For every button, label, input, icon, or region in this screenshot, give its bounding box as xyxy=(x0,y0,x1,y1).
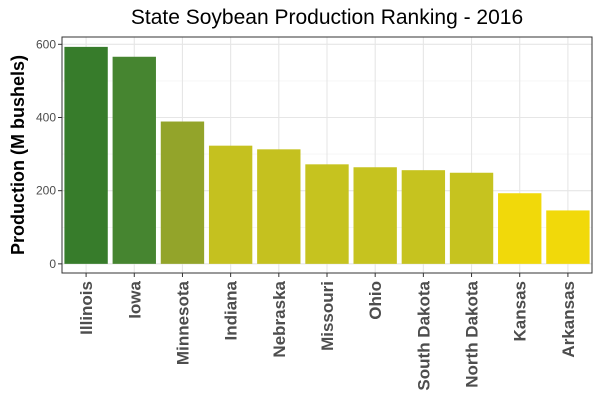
x-tick-label: Minnesota xyxy=(173,280,192,365)
bar-iowa xyxy=(112,56,156,264)
x-tick-label: Nebraska xyxy=(270,280,289,357)
y-tick-label: 600 xyxy=(36,37,56,51)
bar-north-dakota xyxy=(449,172,494,264)
bars xyxy=(64,46,590,264)
bar-minnesota xyxy=(160,121,205,264)
bar-illinois xyxy=(64,46,108,264)
y-tick-label: 0 xyxy=(49,257,56,271)
bar-ohio xyxy=(353,167,397,264)
y-tick-label: 200 xyxy=(36,184,56,198)
y-axis-title: Production (M bushels) xyxy=(8,55,28,255)
x-tick-label: Ohio xyxy=(366,281,385,320)
x-tick-label: South Dakota xyxy=(414,280,433,390)
x-tick-label: North Dakota xyxy=(463,280,482,387)
bar-arkansas xyxy=(546,210,590,264)
bar-missouri xyxy=(305,164,349,264)
y-tick-label: 400 xyxy=(36,110,56,124)
x-tick-label: Indiana xyxy=(222,280,241,340)
x-axis-ticks: Illinois Iowa Minnesota Indiana Nebraska Miss… xyxy=(77,273,578,391)
x-tick-label: Iowa xyxy=(125,280,144,318)
bar-south-dakota xyxy=(401,170,446,264)
bar-kansas xyxy=(498,193,542,264)
x-tick-label: Kansas xyxy=(511,281,530,341)
x-tick-label: Missouri xyxy=(318,281,337,351)
bar-nebraska xyxy=(257,149,301,264)
y-axis-ticks: 0 200 400 600 xyxy=(36,37,62,271)
chart-title: State Soybean Production Ranking - 2016 xyxy=(130,6,524,29)
x-tick-label: Illinois xyxy=(77,281,96,335)
x-tick-label: Arkansas xyxy=(559,281,578,358)
bar-indiana xyxy=(208,145,253,264)
